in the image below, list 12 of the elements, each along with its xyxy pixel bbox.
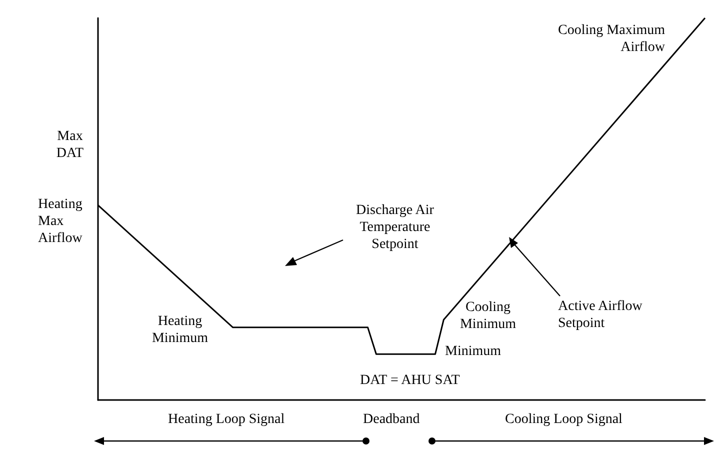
annotation: Active Airflow Setpoint — [558, 298, 644, 332]
annotation: Minimum — [445, 343, 502, 360]
annotation: Heating Minimum — [150, 313, 209, 347]
text: Heating Max Airflow — [38, 196, 84, 247]
annotation: Cooling Minimum — [458, 299, 517, 333]
annotation: Discharge Air Temperature Setpoint — [355, 202, 435, 253]
text: Heating Loop Signal — [168, 411, 286, 428]
annotation: DAT = AHU SAT — [360, 372, 461, 389]
text: Max DAT — [55, 128, 85, 162]
text: Deadband — [363, 411, 421, 428]
annotation: Cooling Maximum Airflow — [557, 22, 665, 56]
text: Cooling Loop Signal — [505, 411, 624, 428]
